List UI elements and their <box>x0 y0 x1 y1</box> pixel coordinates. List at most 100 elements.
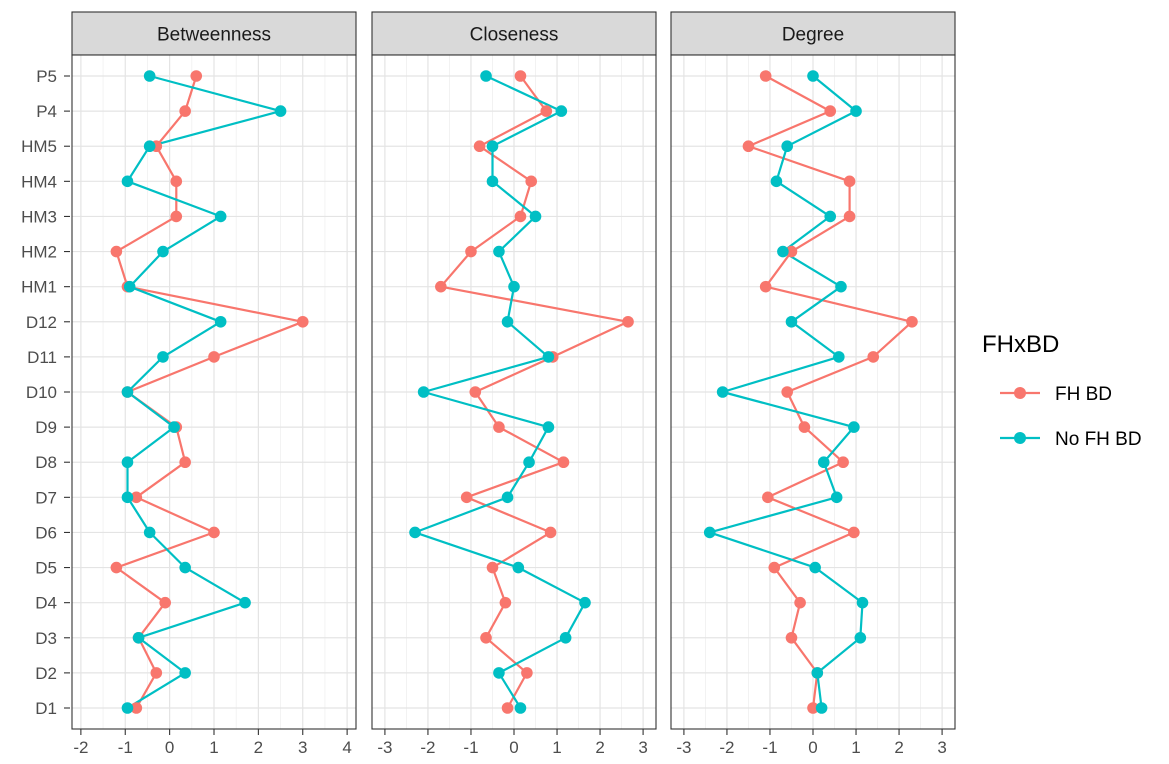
point-no-fh-bd-hm4-degree <box>770 175 783 188</box>
point-fh-bd-d3-closeness <box>480 631 492 644</box>
x-tick-label-betweenness: -1 <box>118 738 133 757</box>
point-fh-bd-d11-betweenness <box>208 351 220 363</box>
point-no-fh-bd-hm3-betweenness <box>214 210 227 223</box>
y-tick-label-d9: D9 <box>35 418 57 437</box>
panel-degree: Degree -3 -2 -1 0 1 2 3 <box>670 11 956 757</box>
point-no-fh-bd-p5-closeness <box>480 70 492 82</box>
point-no-fh-bd-d2-betweenness <box>179 667 191 679</box>
y-tick-label-d7: D7 <box>35 488 57 507</box>
y-tick-label-d8: D8 <box>35 453 57 472</box>
point-fh-bd-d5-closeness <box>486 561 499 574</box>
point-no-fh-bd-d2-degree <box>811 667 824 679</box>
point-no-fh-bd-hm5-closeness <box>486 140 499 153</box>
x-tick-label-closeness: 3 <box>638 738 647 757</box>
x-tick-label-degree: -2 <box>719 738 734 757</box>
point-fh-bd-d12-betweenness <box>296 315 309 328</box>
point-no-fh-bd-hm2-betweenness <box>157 245 169 258</box>
point-no-fh-bd-d3-degree <box>854 631 867 644</box>
x-tick-label-betweenness: 4 <box>342 738 351 757</box>
x-tick-label-closeness: 2 <box>595 738 604 757</box>
point-no-fh-bd-d6-closeness <box>409 526 421 539</box>
point-no-fh-bd-p4-betweenness <box>274 105 287 117</box>
point-fh-bd-hm3-degree <box>843 210 856 223</box>
point-no-fh-bd-d5-closeness <box>512 561 525 574</box>
point-no-fh-bd-hm2-closeness <box>493 245 505 258</box>
y-tick-label-hm3: HM3 <box>21 207 57 226</box>
point-fh-bd-d7-degree <box>762 491 774 504</box>
point-no-fh-bd-hm4-betweenness <box>121 175 134 188</box>
point-no-fh-bd-d9-degree <box>848 421 860 433</box>
point-no-fh-bd-d6-degree <box>703 526 716 539</box>
y-tick-label-p4: P4 <box>36 102 57 121</box>
point-fh-bd-d8-betweenness <box>179 456 191 469</box>
y-tick-label-d11: D11 <box>27 348 57 367</box>
point-no-fh-bd-hm1-betweenness <box>123 280 136 293</box>
point-no-fh-bd-d1-closeness <box>514 702 527 714</box>
point-fh-bd-d11-degree <box>867 351 880 363</box>
legend: FHxBD FH BD No FH BD <box>982 331 1142 450</box>
point-no-fh-bd-d1-betweenness <box>121 702 134 714</box>
point-no-fh-bd-d11-betweenness <box>157 351 169 363</box>
point-fh-bd-d3-degree <box>785 631 798 644</box>
point-no-fh-bd-d11-closeness <box>542 351 555 363</box>
legend-title: FHxBD <box>982 331 1059 358</box>
y-tick-label-d6: D6 <box>35 523 57 542</box>
point-no-fh-bd-p5-betweenness <box>143 70 156 82</box>
point-no-fh-bd-d1-degree <box>815 702 828 714</box>
point-fh-bd-d4-betweenness <box>159 596 171 609</box>
point-fh-bd-d10-closeness <box>469 386 482 398</box>
legend-key-fh-bd <box>1014 387 1026 399</box>
point-no-fh-bd-d8-closeness <box>523 456 535 469</box>
point-fh-bd-d6-closeness <box>544 526 557 539</box>
x-tick-label-closeness: -1 <box>463 738 478 757</box>
point-fh-bd-d6-betweenness <box>208 526 220 539</box>
point-no-fh-bd-hm1-degree <box>835 280 847 293</box>
point-fh-bd-hm4-betweenness <box>170 175 183 188</box>
x-tick-label-degree: 1 <box>851 738 860 757</box>
legend-label-no-fh-bd: No FH BD <box>1055 429 1142 450</box>
x-tick-label-closeness: 1 <box>552 738 561 757</box>
point-no-fh-bd-d7-closeness <box>501 491 514 504</box>
y-axis: D1 D2 D3 D4 D5 D6 D7 D8 D9 D10 D11 D12 HM1 HM2 HM3 HM4 H… <box>21 67 70 718</box>
point-fh-bd-d7-betweenness <box>130 491 143 504</box>
x-tick-label-degree: -1 <box>762 738 777 757</box>
point-fh-bd-d10-degree <box>781 386 793 398</box>
point-fh-bd-hm3-betweenness <box>170 210 183 223</box>
x-tick-label-degree: -3 <box>676 738 691 757</box>
point-fh-bd-p4-degree <box>824 105 837 117</box>
point-fh-bd-d2-betweenness <box>150 667 163 679</box>
point-fh-bd-hm1-closeness <box>435 280 447 293</box>
point-fh-bd-hm4-degree <box>843 175 856 188</box>
legend-key-no-fh-bd <box>1014 432 1026 444</box>
point-fh-bd-d2-closeness <box>521 667 533 679</box>
point-fh-bd-d6-degree <box>848 526 860 539</box>
panel-betweenness: Betweenness -2 -1 0 1 2 3 4 <box>71 11 357 757</box>
x-tick-label-betweenness: 1 <box>209 738 218 757</box>
strip-degree <box>670 11 956 56</box>
panel-closeness: Closeness -3 -2 -1 0 1 2 3 <box>371 11 657 757</box>
x-tick-label-betweenness: -2 <box>73 738 88 757</box>
point-no-fh-bd-d9-closeness <box>542 421 555 433</box>
point-no-fh-bd-d10-degree <box>716 386 729 398</box>
x-tick-label-betweenness: 0 <box>165 738 174 757</box>
point-fh-bd-p5-betweenness <box>190 70 203 82</box>
y-tick-label-d3: D3 <box>35 629 57 648</box>
point-no-fh-bd-hm5-degree <box>781 140 793 153</box>
point-fh-bd-d4-closeness <box>499 596 512 609</box>
point-no-fh-bd-d8-degree <box>817 456 830 469</box>
y-tick-label-hm5: HM5 <box>21 137 57 156</box>
y-tick-label-hm4: HM4 <box>21 172 57 191</box>
point-fh-bd-hm2-closeness <box>465 245 477 258</box>
point-fh-bd-p4-closeness <box>540 105 553 117</box>
y-tick-label-d5: D5 <box>35 559 57 578</box>
point-no-fh-bd-hm3-degree <box>824 210 837 223</box>
strip-title-closeness: Closeness <box>470 25 559 46</box>
point-no-fh-bd-d12-closeness <box>501 315 514 328</box>
point-no-fh-bd-p5-degree <box>807 70 819 82</box>
y-tick-label-d10: D10 <box>26 383 57 402</box>
x-tick-label-betweenness: 3 <box>298 738 307 757</box>
point-fh-bd-d1-degree <box>807 702 819 714</box>
point-no-fh-bd-d10-betweenness <box>121 386 134 398</box>
